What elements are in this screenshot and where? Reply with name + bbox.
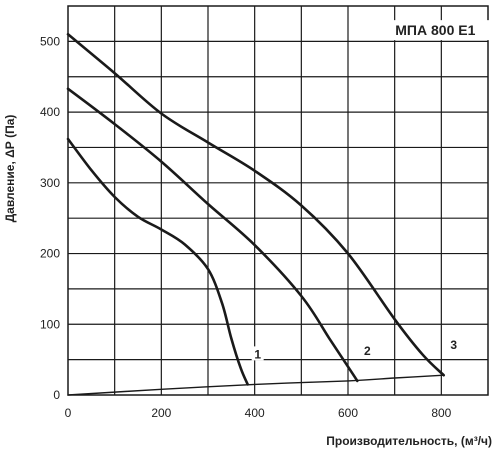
x-tick-label: 0 bbox=[65, 406, 72, 420]
title-background bbox=[379, 20, 492, 41]
y-tick-label: 200 bbox=[40, 247, 60, 261]
y-axis-label: Давление, ΔР (Па) bbox=[3, 115, 17, 223]
curve-label-bg bbox=[361, 342, 374, 357]
chart-title: МПА 800 Е1 bbox=[395, 22, 475, 38]
x-tick-label: 800 bbox=[431, 406, 451, 420]
system-curve bbox=[67, 374, 445, 396]
x-tick-label: 200 bbox=[151, 406, 171, 420]
curve-label-bg bbox=[447, 337, 460, 352]
curve-label: 3 bbox=[450, 338, 457, 352]
y-tick-label: 400 bbox=[40, 105, 60, 119]
x-axis-label: Производительность, (м³/ч) bbox=[326, 434, 492, 448]
fan-curve-1 bbox=[66, 137, 249, 386]
y-tick-label: 500 bbox=[40, 34, 60, 48]
x-tick-label: 600 bbox=[338, 406, 358, 420]
title-box: МПА 800 Е1 bbox=[379, 20, 492, 41]
curve-label-bg bbox=[251, 346, 264, 361]
y-tick-label: 0 bbox=[53, 388, 60, 402]
curve-label: 1 bbox=[254, 347, 261, 361]
fan-curve-2 bbox=[66, 87, 359, 383]
grid bbox=[68, 6, 488, 395]
tick-labels: 0 200 400 600 800 0 100 200 300 400 500 bbox=[40, 34, 452, 420]
x-tick-label: 400 bbox=[245, 406, 265, 420]
fan-curve-3 bbox=[66, 33, 445, 377]
y-tick-label: 100 bbox=[40, 317, 60, 331]
y-tick-label: 300 bbox=[40, 176, 60, 190]
curves: 1 2 3 bbox=[66, 33, 460, 396]
plot-frame bbox=[67, 5, 489, 396]
curve-label: 2 bbox=[364, 344, 371, 358]
